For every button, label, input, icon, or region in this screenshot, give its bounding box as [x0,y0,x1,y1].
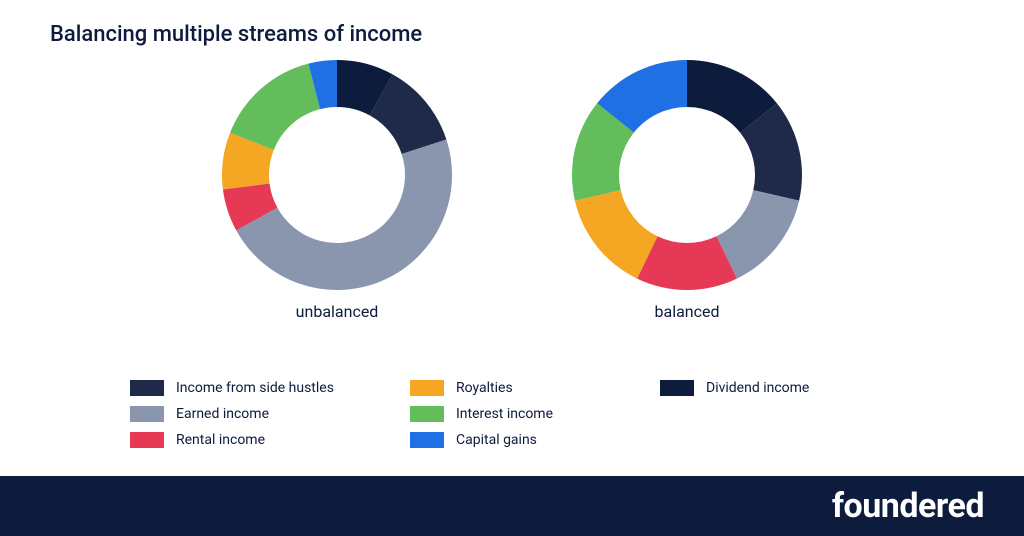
legend-item-capital_gains: Capital gains [410,432,610,448]
legend-swatch-royalties [410,380,444,396]
legend-swatch-capital_gains [410,432,444,448]
legend-swatch-rental_income [130,432,164,448]
legend-column: Income from side hustles Earned income Ren… [130,380,360,448]
legend-label: Rental income [176,432,265,448]
footer-bar: foundered [0,476,1024,536]
chart-unbalanced-block: unbalanced [222,60,452,360]
charts-row: unbalanced balanced [0,60,1024,360]
brand-logo-text: foundered [832,486,984,526]
legend-column: Royalties Interest income Capital gains [410,380,610,448]
legend: Income from side hustles Earned income Ren… [130,380,950,448]
legend-swatch-side_hustles [130,380,164,396]
legend-item-interest_income: Interest income [410,406,610,422]
donut-slice-interest_income [230,64,320,150]
legend-label: Earned income [176,406,269,422]
legend-label: Income from side hustles [176,380,334,396]
infographic-root: Balancing multiple streams of income unb… [0,0,1024,536]
legend-item-earned_income: Earned income [130,406,360,422]
chart-unbalanced-caption: unbalanced [296,302,379,321]
legend-item-side_hustles: Income from side hustles [130,380,360,396]
chart-balanced-block: balanced [572,60,802,360]
legend-label: Dividend income [706,380,809,396]
page-title: Balancing multiple streams of income [50,22,422,47]
donut-chart-unbalanced [222,60,452,290]
legend-swatch-interest_income [410,406,444,422]
legend-label: Capital gains [456,432,537,448]
legend-swatch-dividend_income [660,380,694,396]
legend-item-dividend_income: Dividend income [660,380,860,396]
legend-item-royalties: Royalties [410,380,610,396]
legend-label: Interest income [456,406,553,422]
legend-swatch-earned_income [130,406,164,422]
donut-chart-balanced [572,60,802,290]
legend-column: Dividend income [660,380,860,448]
legend-label: Royalties [456,380,513,396]
chart-balanced-caption: balanced [655,302,720,321]
legend-item-rental_income: Rental income [130,432,360,448]
